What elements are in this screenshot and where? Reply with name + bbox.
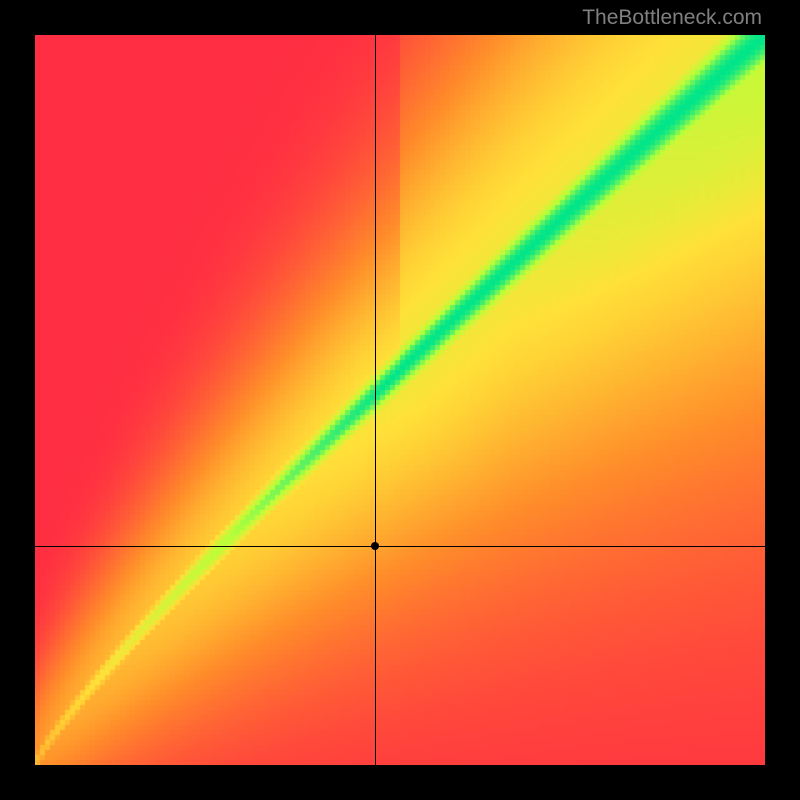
marker-dot [371, 542, 379, 550]
chart-container: TheBottleneck.com [0, 0, 800, 800]
heatmap-canvas [35, 35, 765, 765]
watermark-text: TheBottleneck.com [582, 6, 762, 30]
crosshair-horizontal [35, 546, 765, 547]
crosshair-vertical [375, 35, 376, 765]
